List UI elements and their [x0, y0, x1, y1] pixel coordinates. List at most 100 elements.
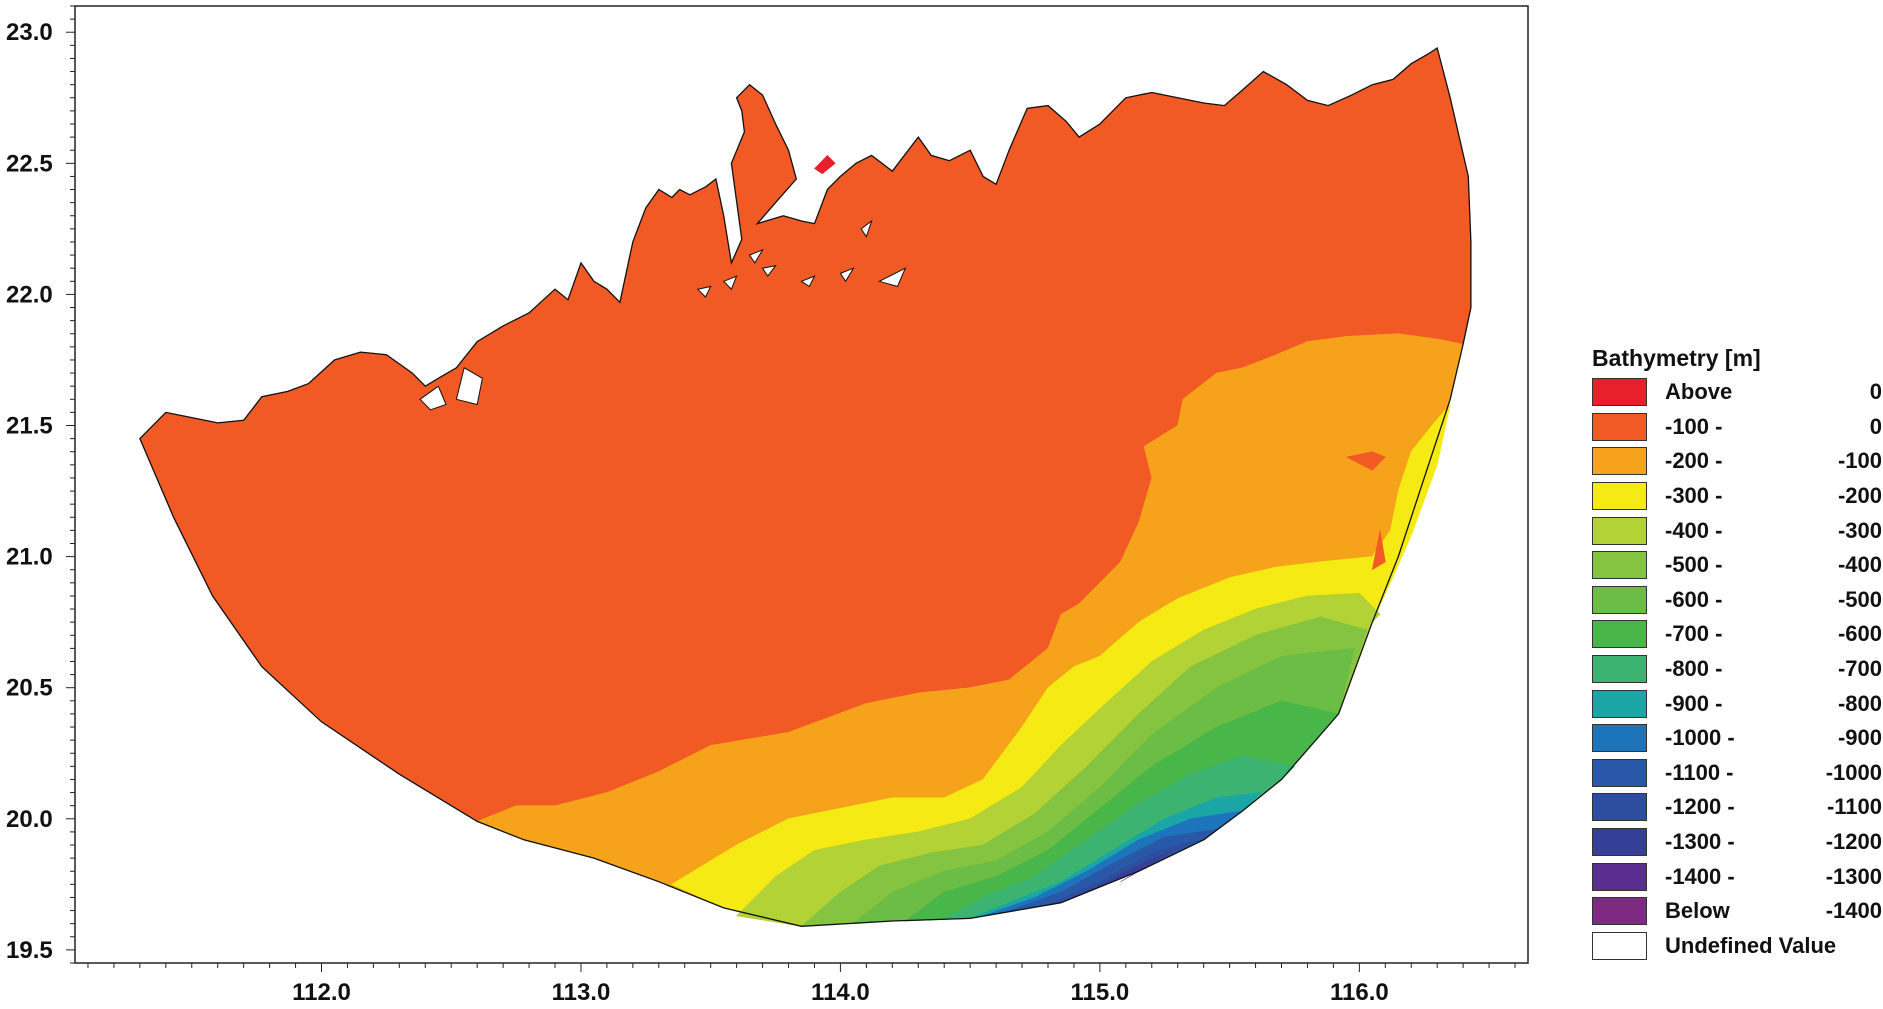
island-1 [455, 367, 483, 406]
legend-swatch [1592, 482, 1647, 511]
legend-swatch [1592, 724, 1647, 753]
legend-swatch [1592, 585, 1647, 614]
legend-range-from: -1200 - [1665, 794, 1735, 820]
legend-range-to: -700 [1837, 656, 1882, 682]
legend-swatch [1592, 620, 1647, 649]
legend-entry: -300 - -200 [1592, 479, 1882, 514]
y-tick-label: 21.0 [6, 544, 53, 571]
legend-range-from: -600 - [1665, 586, 1723, 612]
legend-swatch [1592, 378, 1647, 407]
legend-range-from: -1000 - [1665, 725, 1735, 751]
legend-swatch [1592, 862, 1647, 891]
legend-label: -500 - -400 [1665, 552, 1882, 578]
legend-range-from: -700 - [1665, 621, 1723, 647]
legend-swatch [1592, 897, 1647, 926]
legend-range-to: -200 [1837, 483, 1882, 509]
legend-range-from: -500 - [1665, 552, 1723, 578]
legend-range-from: -800 - [1665, 656, 1723, 682]
legend-entry: -1000 - -900 [1592, 721, 1882, 756]
legend-range-from: -1100 - [1665, 759, 1734, 785]
legend: Bathymetry [m] Above 0 -100 - 0 -200 - -100 -3… [1592, 345, 1882, 963]
legend-entry: -1100 - -1000 [1592, 756, 1882, 791]
legend-entry: -600 - -500 [1592, 583, 1882, 618]
legend-label: -100 - 0 [1665, 414, 1882, 440]
legend-entry: -500 - -400 [1592, 548, 1882, 583]
x-tick-label: 114.0 [811, 979, 870, 1006]
legend-label: -1200 - -1100 [1665, 794, 1882, 820]
legend-label: -1300 - -1200 [1665, 829, 1882, 855]
legend-swatch [1592, 412, 1647, 441]
legend-range-from: Undefined Value [1665, 932, 1837, 958]
legend-title: Bathymetry [m] [1592, 345, 1761, 371]
legend-entry: Above 0 [1592, 375, 1882, 410]
legend-entry: -900 - -800 [1592, 686, 1882, 721]
contour-band-16 [814, 154, 836, 175]
y-tick-label: 19.5 [6, 937, 53, 964]
legend-range-from: Above [1665, 379, 1733, 405]
island-7 [877, 267, 907, 288]
legend-entry: -1300 - -1200 [1592, 825, 1882, 860]
legend-range-to: -1000 [1825, 759, 1882, 785]
legend-label: -900 - -800 [1665, 691, 1882, 717]
legend-range-from: -400 - [1665, 517, 1723, 543]
island-3 [722, 275, 738, 291]
legend-label: -600 - -500 [1665, 587, 1882, 613]
y-tick-label: 22.5 [6, 150, 53, 177]
legend-label: Above 0 [1665, 379, 1882, 405]
legend-range-from: Below [1665, 898, 1730, 924]
legend-entries: Above 0 -100 -0 -200 - -100 -300 - -200 -400 --… [1592, 375, 1882, 963]
legend-range-from: -900 - [1665, 690, 1723, 716]
legend-label: -1400 - -1300 [1665, 864, 1882, 890]
legend-range-to: -500 [1837, 586, 1882, 612]
legend-swatch [1592, 551, 1647, 580]
legend-swatch [1592, 516, 1647, 545]
legend-range-from: -200 - [1665, 448, 1723, 474]
legend-label: -200 - -100 [1665, 448, 1882, 474]
legend-range-to: -1200 [1825, 829, 1882, 855]
legend-range-to: -1100 [1826, 794, 1882, 820]
island-9 [748, 248, 764, 264]
x-tick-label: 112.0 [292, 979, 351, 1006]
y-tick-label: 22.0 [6, 281, 53, 308]
legend-entry: Undefined Value [1592, 929, 1882, 964]
legend-swatch [1592, 828, 1647, 857]
legend-entry: -200 - -100 [1592, 444, 1882, 479]
island-4 [761, 264, 777, 277]
legend-range-to: 0 [1869, 413, 1882, 439]
x-tick-label: 113.0 [552, 979, 611, 1006]
legend-entry: -100 - 0 [1592, 410, 1882, 445]
legend-swatch [1592, 689, 1647, 718]
x-tick-label: 115.0 [1071, 979, 1130, 1006]
axes: 112.0 113.0 114.0 115.0 116.0 19.5 20.0 20.5 21.… [6, 5, 1516, 1006]
legend-label: -1100 - -1000 [1665, 760, 1882, 786]
legend-range-from: -1400 - [1665, 863, 1735, 889]
legend-label: -700 - -600 [1665, 621, 1882, 647]
island-6 [839, 267, 855, 283]
legend-swatch [1592, 793, 1647, 822]
y-tick-label: 23.0 [6, 19, 53, 46]
legend-swatch [1592, 931, 1647, 960]
legend-range-to: -300 [1837, 517, 1882, 543]
x-tick-label: 116.0 [1330, 979, 1389, 1006]
island-8 [860, 219, 873, 238]
legend-entry: -400 - -300 [1592, 513, 1882, 548]
legend-range-from: -100 - [1665, 413, 1723, 439]
legend-entry: -1200 - -1100 [1592, 790, 1882, 825]
domain-outline [139, 46, 1472, 927]
legend-swatch [1592, 447, 1647, 476]
legend-range-to: -1300 [1825, 863, 1882, 889]
legend-swatch [1592, 655, 1647, 684]
contour-band-14 [1345, 451, 1386, 471]
legend-entry: Below -1400 [1592, 894, 1882, 929]
legend-range-from: -1300 - [1665, 829, 1735, 855]
legend-label: -300 - -200 [1665, 483, 1882, 509]
legend-label: -1000 - -900 [1665, 725, 1882, 751]
legend-range-to: 0 [1869, 379, 1882, 405]
legend-swatch [1592, 758, 1647, 787]
island-0 [419, 385, 447, 411]
y-tick-label: 21.5 [6, 413, 53, 440]
legend-entry: -800 - -700 [1592, 652, 1882, 687]
legend-label: -400 - -300 [1665, 518, 1882, 544]
legend-range-to: -1400 [1825, 898, 1882, 924]
